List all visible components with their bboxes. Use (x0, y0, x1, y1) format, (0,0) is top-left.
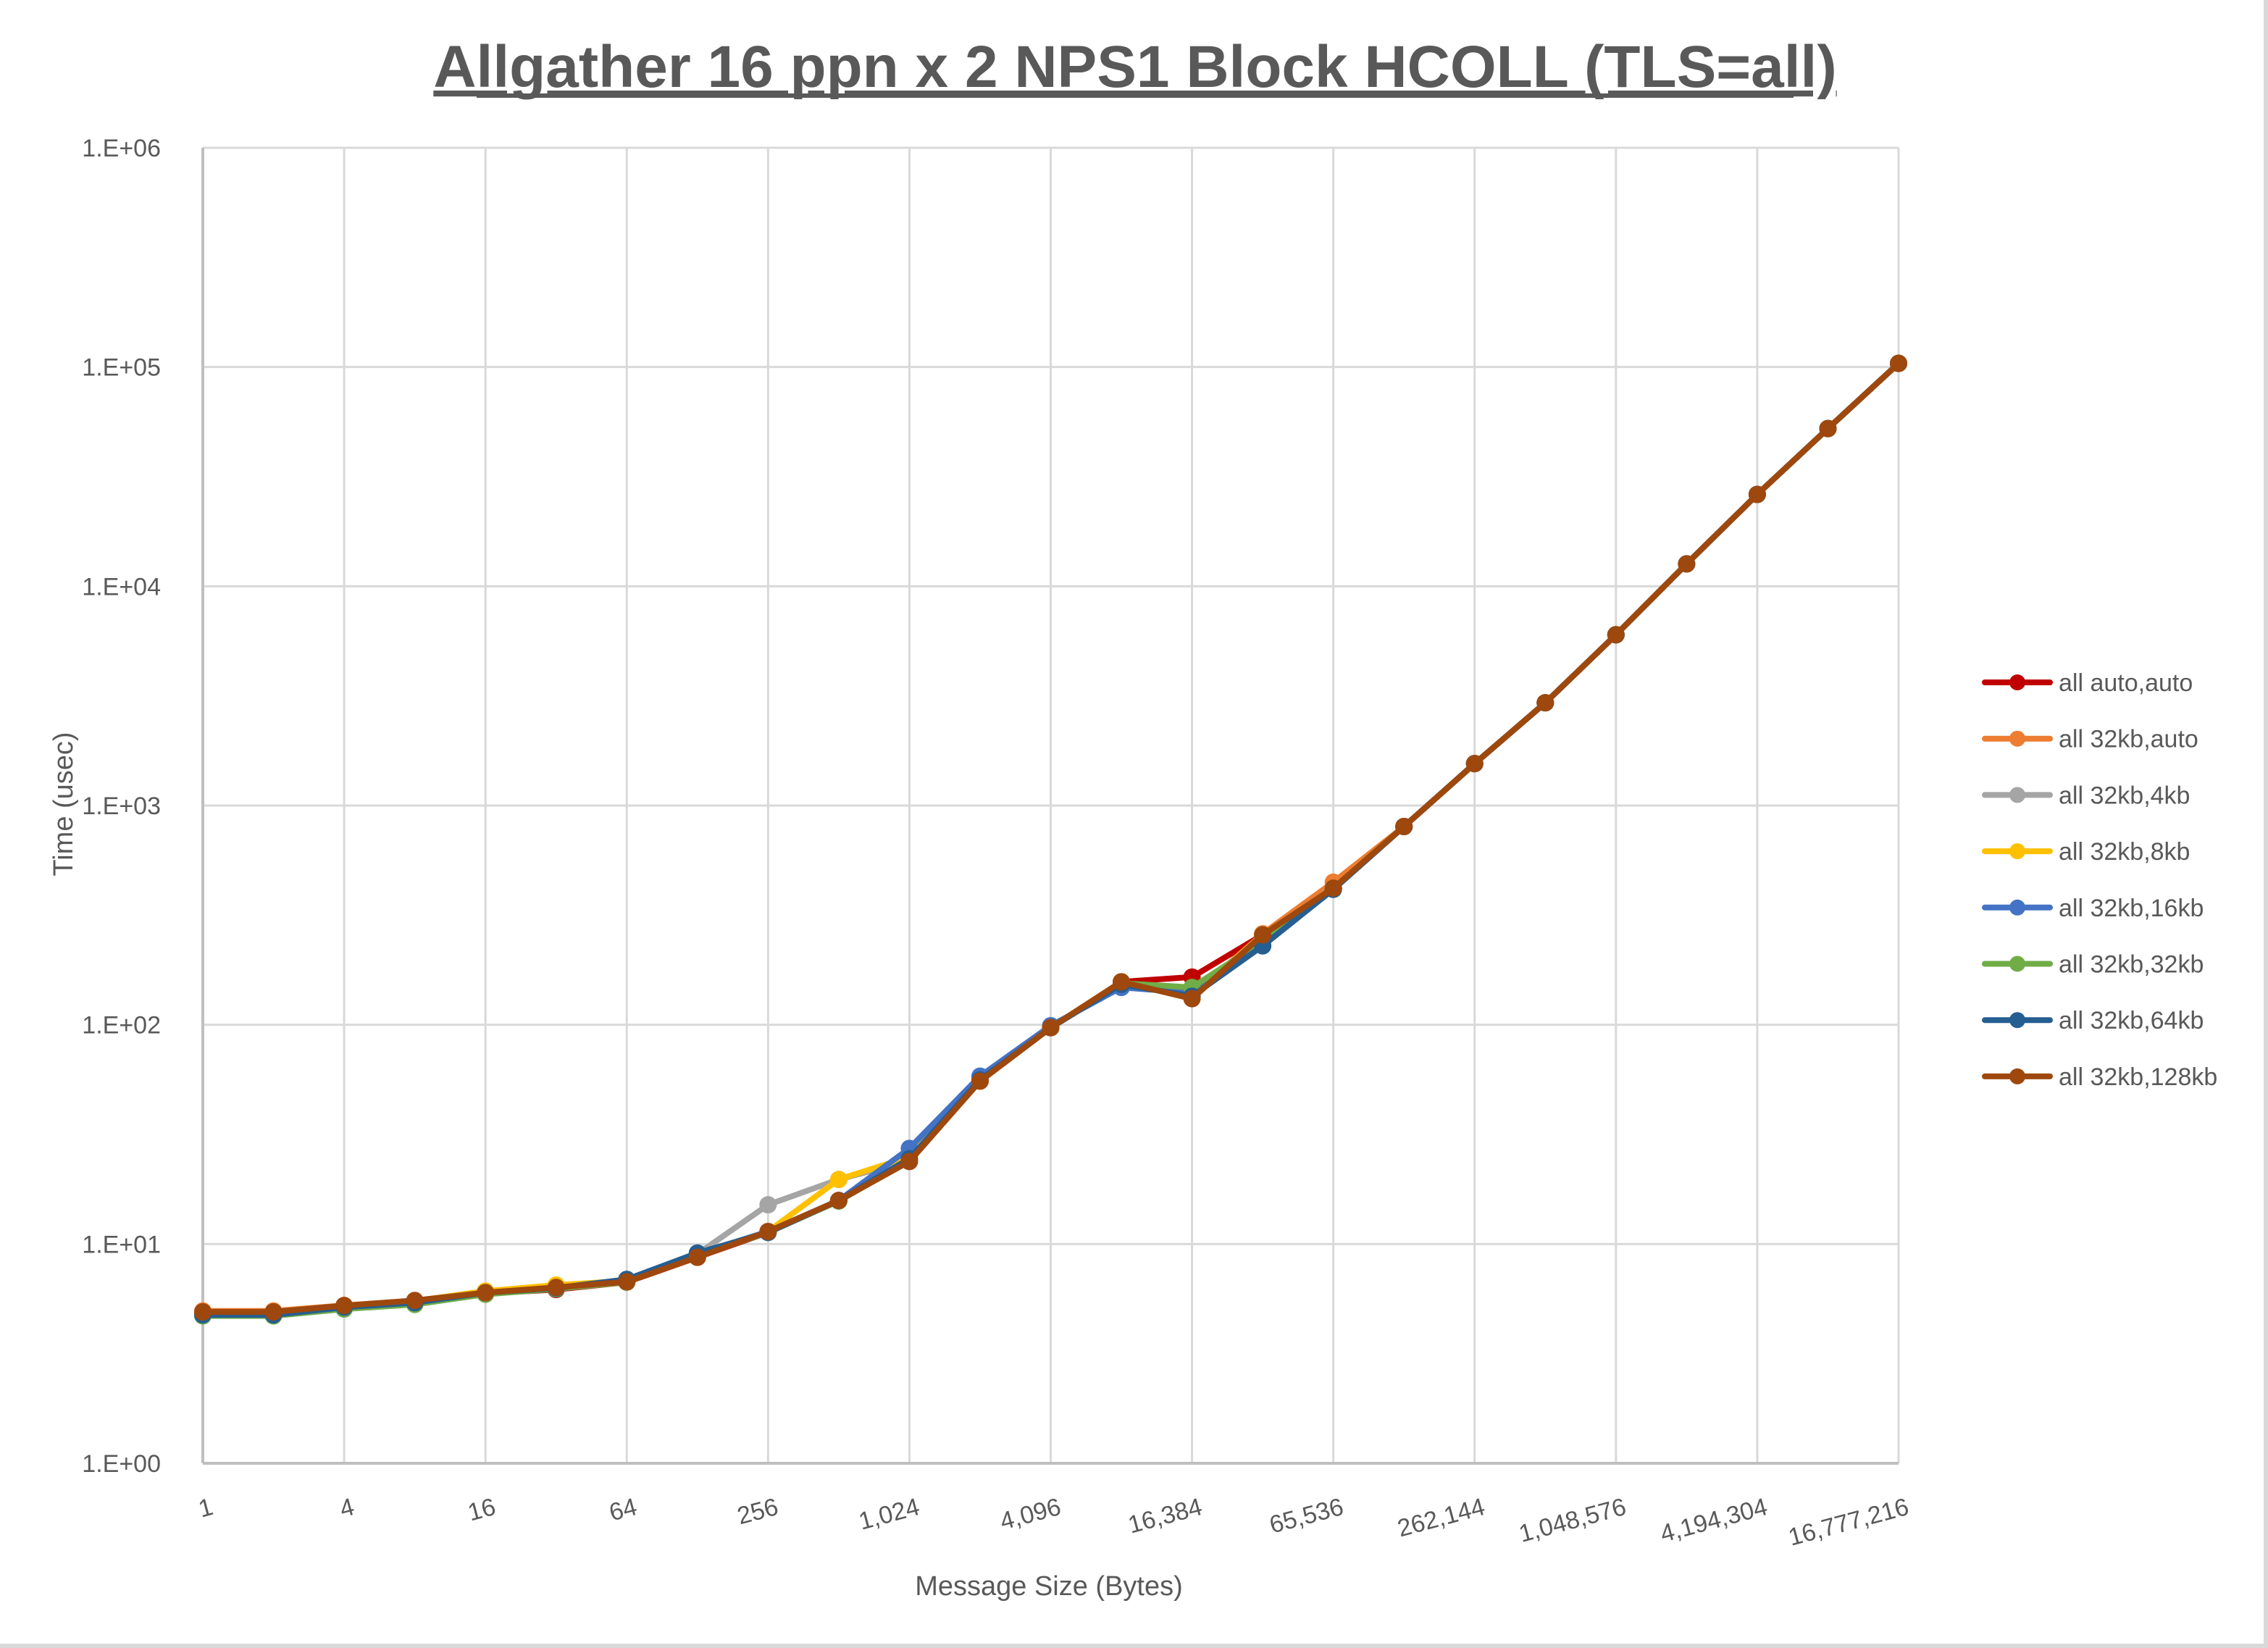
data-point-marker (406, 1292, 424, 1310)
data-point-marker (829, 1192, 848, 1210)
legend-item: all 32kb,64kb (1982, 1007, 2204, 1034)
legend-item: all 32kb,128kb (1982, 1063, 2217, 1091)
legend: all auto,auto all 32kb,auto all 32kb,4kb al… (1982, 669, 2217, 1091)
data-point-marker (1465, 755, 1484, 773)
data-point-marker (335, 1297, 353, 1315)
y-tick-label: 1.E+00 (82, 1450, 161, 1478)
data-point-marker (1607, 626, 1625, 644)
data-point-marker (194, 1303, 212, 1321)
x-tick-label: 262,144 (1394, 1493, 1488, 1543)
y-tick-label: 1.E+01 (82, 1231, 161, 1258)
legend-marker-icon (2009, 730, 2025, 747)
data-point-marker (1395, 818, 1413, 836)
data-point-marker (618, 1273, 636, 1291)
legend-label: all 32kb,64kb (2059, 1007, 2204, 1034)
x-tick-label: 4,096 (997, 1493, 1064, 1536)
y-axis-ticks: 1.E+00 1.E+01 1.E+02 1.E+03 1.E+04 1.E+05 1.E+… (82, 135, 161, 1478)
x-tick-label: 1 (196, 1493, 216, 1523)
chart-title: Allgather 16 ppn x 2 NPS1 Block HCOLL (T… (433, 34, 1836, 100)
data-series (194, 354, 1907, 1325)
data-point-marker (759, 1223, 777, 1241)
data-point-marker (1042, 1019, 1060, 1037)
legend-marker-icon (2009, 787, 2025, 803)
data-point-marker (1324, 879, 1342, 898)
x-tick-label: 1,024 (855, 1493, 922, 1536)
legend-marker-icon (2009, 843, 2025, 860)
gridlines (203, 146, 1900, 1463)
x-tick-label: 16,384 (1125, 1493, 1205, 1539)
legend-label: all 32kb,128kb (2059, 1063, 2217, 1091)
data-point-marker (1183, 990, 1201, 1008)
x-tick-label: 64 (606, 1493, 640, 1526)
data-point-marker (1890, 354, 1907, 372)
legend-label: all 32kb,4kb (2059, 782, 2190, 809)
x-tick-label: 1,048,576 (1516, 1493, 1629, 1548)
x-tick-label: 16,777,216 (1786, 1493, 1912, 1552)
y-tick-label: 1.E+02 (82, 1012, 161, 1040)
x-axis-title: Message Size (Bytes) (915, 1571, 1183, 1602)
x-tick-label: 16 (465, 1493, 498, 1526)
x-tick-label: 4 (337, 1493, 357, 1523)
data-point-marker (264, 1303, 283, 1321)
y-axis-title: Time (usec) (49, 732, 79, 876)
legend-label: all 32kb,auto (2059, 726, 2198, 753)
legend-item: all 32kb,8kb (1982, 838, 2190, 866)
data-point-marker (1536, 694, 1554, 712)
legend-label: all auto,auto (2059, 669, 2193, 697)
y-tick-label: 1.E+05 (82, 354, 161, 382)
data-point-marker (1819, 419, 1837, 438)
data-point-marker (688, 1248, 706, 1266)
legend-marker-icon (2009, 955, 2025, 972)
legend-label: all 32kb,8kb (2059, 838, 2190, 866)
y-tick-label: 1.E+04 (82, 573, 161, 601)
legend-item: all 32kb,16kb (1982, 895, 2204, 922)
data-point-marker (1254, 926, 1272, 944)
x-tick-label: 256 (735, 1493, 782, 1530)
data-point-marker (971, 1072, 989, 1090)
data-point-marker (547, 1279, 565, 1297)
series-all-32kb-128kb (194, 354, 1907, 1321)
y-tick-label: 1.E+06 (82, 135, 161, 162)
data-point-marker (759, 1196, 777, 1214)
x-tick-label: 4,194,304 (1657, 1493, 1770, 1548)
legend-marker-icon (2009, 674, 2025, 690)
legend-label: all 32kb,16kb (2059, 895, 2204, 922)
legend-marker-icon (2009, 1068, 2025, 1084)
legend-item: all 32kb,4kb (1982, 782, 2190, 809)
x-tick-label: 65,536 (1266, 1493, 1346, 1539)
axes (201, 148, 1899, 1465)
legend-label: all 32kb,32kb (2059, 951, 2204, 979)
y-tick-label: 1.E+03 (82, 792, 161, 820)
data-point-marker (1748, 485, 1766, 503)
data-point-marker (1113, 973, 1131, 991)
data-point-marker (829, 1171, 848, 1189)
data-point-marker (900, 1153, 919, 1171)
legend-item: all 32kb,32kb (1982, 951, 2204, 979)
legend-marker-icon (2009, 1012, 2025, 1029)
legend-marker-icon (2009, 899, 2025, 916)
data-point-marker (1678, 555, 1696, 573)
legend-item: all auto,auto (1982, 669, 2193, 697)
data-point-marker (477, 1284, 495, 1302)
legend-item: all 32kb,auto (1982, 726, 2198, 753)
x-axis-ticks: 1 4 16 64 256 1,024 4,096 16,384 65,536 262,144 1,… (196, 1493, 1912, 1552)
